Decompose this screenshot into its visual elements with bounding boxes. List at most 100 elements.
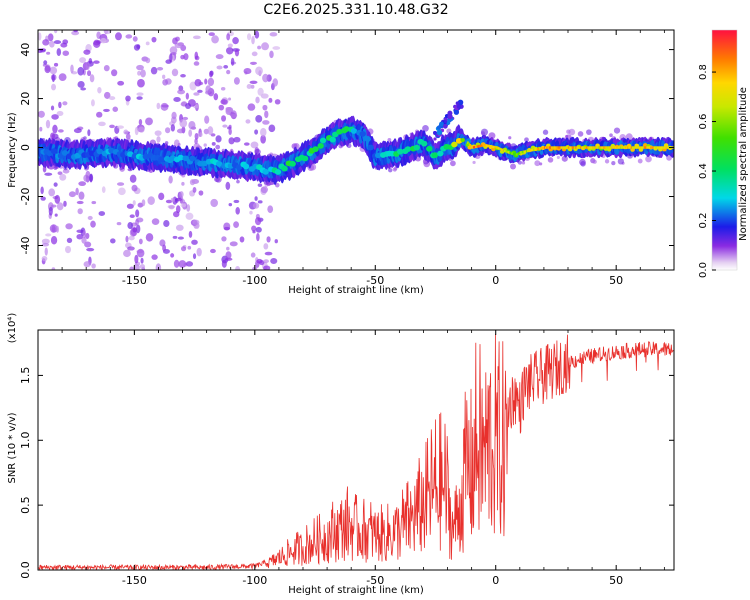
noise-point (51, 83, 56, 91)
track-spur (433, 137, 437, 141)
noise-point (128, 235, 135, 241)
noise-point (235, 265, 241, 270)
track-line (661, 146, 664, 149)
track-line (572, 146, 575, 149)
track-line (583, 146, 586, 149)
noise-point (254, 217, 262, 226)
track-line (548, 146, 551, 149)
noise-point (232, 37, 239, 45)
track-blob (301, 155, 309, 162)
noise-point (568, 128, 576, 136)
noise-point (173, 97, 181, 102)
noise-point (48, 188, 56, 197)
track-line (565, 146, 568, 149)
x-tick-label: -50 (366, 574, 384, 587)
track-blob (397, 148, 404, 155)
track-blob (359, 131, 366, 137)
x-tick-label: 0 (492, 274, 499, 287)
y-tick-label: -40 (19, 237, 32, 255)
snr-y-scale-label: (x10⁴) (7, 313, 18, 344)
track-line (529, 149, 532, 152)
noise-point (155, 263, 162, 270)
track-line (598, 146, 601, 149)
spectrogram-x-axis: -150 -100 -50 0 50 (61, 30, 665, 287)
noise-point (272, 78, 279, 87)
track-line (488, 144, 491, 148)
track-line (651, 146, 654, 149)
track-blob (281, 165, 288, 172)
noise-point (62, 101, 68, 106)
noise-point (38, 32, 42, 41)
noise-point (87, 129, 91, 137)
track-line (516, 153, 519, 156)
track-line (487, 144, 490, 148)
track-line (537, 147, 540, 150)
track-line (584, 146, 587, 149)
noise-point (181, 181, 185, 186)
noise-point (136, 92, 144, 96)
track-line (580, 146, 583, 149)
noise-point (274, 99, 281, 105)
noise-point (77, 208, 83, 215)
track-blob (437, 150, 444, 157)
noise-point (77, 81, 85, 88)
noise-point (126, 203, 134, 209)
track-blob (289, 160, 296, 167)
track-line (616, 146, 619, 149)
noise-point (266, 236, 271, 243)
track-line (666, 146, 669, 149)
noise-point (129, 266, 135, 270)
noise-point (233, 221, 239, 229)
snr-plot-area (38, 330, 674, 570)
noise-point (43, 60, 48, 65)
noise-point (170, 197, 175, 202)
noise-point (83, 49, 91, 55)
track-line (611, 146, 614, 149)
track-line (486, 144, 489, 147)
noise-point (388, 168, 393, 173)
noise-point (251, 225, 257, 232)
noise-point (228, 203, 233, 207)
noise-point (168, 205, 175, 210)
track-line (551, 146, 554, 149)
noise-point (103, 108, 110, 112)
noise-point (80, 87, 87, 91)
track-line (521, 151, 524, 154)
noise-point (136, 96, 143, 100)
noise-point (172, 235, 178, 239)
track-line (639, 146, 642, 149)
track-line (469, 143, 472, 147)
noise-point (111, 69, 118, 77)
noise-point (226, 33, 231, 41)
track-line (506, 150, 509, 154)
noise-point (63, 200, 67, 207)
noise-point (70, 64, 74, 74)
noise-point (83, 136, 87, 140)
track-line (629, 146, 632, 149)
noise-point (131, 184, 138, 192)
noise-point (56, 110, 64, 116)
spectrogram-track (38, 99, 674, 185)
track-line (642, 146, 645, 149)
noise-point (387, 137, 392, 142)
noise-point (45, 119, 51, 129)
noise-point (272, 46, 281, 50)
noise-point (187, 245, 192, 250)
noise-point (112, 106, 119, 112)
spectrogram-frame (37, 29, 675, 271)
y-tick-label: 0.5 (19, 496, 32, 514)
noise-point (162, 244, 167, 252)
colorbar-tick-label: 0.6 (698, 114, 709, 130)
noise-point (50, 105, 55, 111)
noise-point (50, 132, 56, 140)
noise-point (257, 200, 263, 204)
noise-point (251, 36, 255, 45)
track-line (560, 146, 563, 149)
track-line (621, 146, 623, 149)
x-tick-label: 50 (609, 574, 623, 587)
noise-point (150, 66, 158, 75)
noise-point (228, 97, 232, 101)
noise-point (262, 73, 269, 83)
noise-point (136, 248, 145, 258)
